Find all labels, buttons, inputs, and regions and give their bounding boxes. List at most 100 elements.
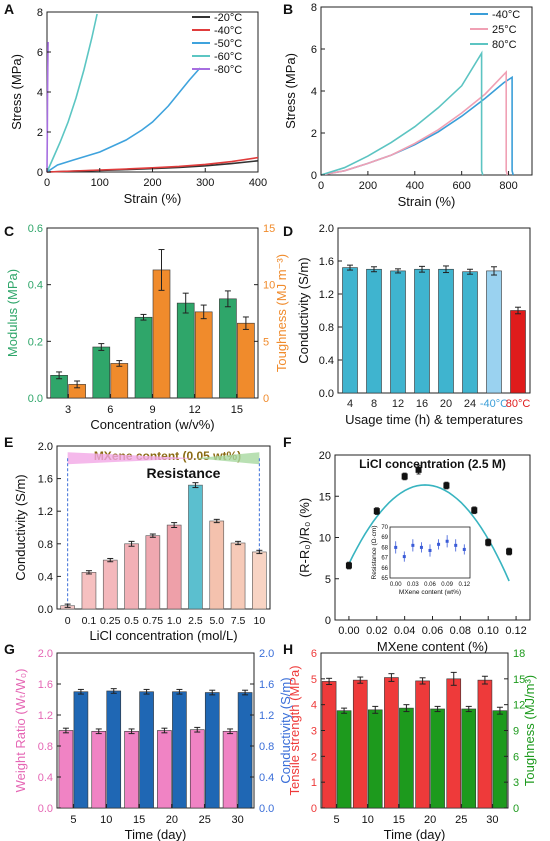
y-tick-label-H: 1 <box>311 777 317 789</box>
x-tick-label-C: 15 <box>231 404 243 416</box>
y-tick-label-G: 1.6 <box>38 679 53 691</box>
y-tick-label-D: 0.8 <box>319 322 334 334</box>
x-tick-label-E: 0.1 <box>82 615 97 627</box>
x-tick-label-G: 15 <box>133 814 145 826</box>
x-tick-label-F: 0.06 <box>422 625 443 637</box>
bar-G <box>124 730 139 809</box>
inset-x-tick-label: 0.09 <box>441 582 453 588</box>
data-point-F <box>443 482 450 489</box>
series-line-B <box>320 70 509 176</box>
x-tick-label-G: 20 <box>166 814 178 826</box>
bar-H <box>477 679 493 809</box>
y-tick-label-C: 0.0 <box>28 393 43 405</box>
y-axis-label-G: Weight Ratio (Wₜ/W₀) <box>13 669 28 793</box>
y-tick-label-C: 0.2 <box>28 336 43 348</box>
y-axis-label-H: Tensile strength (MPa) <box>287 665 302 795</box>
y-tick-label-G: 1.6 <box>259 679 274 691</box>
inset-y-label: Resistance (Ω·cm) <box>371 526 378 580</box>
plot-frame-E <box>56 445 271 610</box>
x-tick-label-E: 10 <box>254 615 266 627</box>
bar-G <box>204 692 220 809</box>
bar-G <box>73 691 89 809</box>
bar-C <box>176 302 195 399</box>
bar-E <box>145 535 161 610</box>
y-tick-label-B: 6 <box>311 44 317 56</box>
x-axis-label-H: Time (day) <box>384 827 446 841</box>
y-tick-label-H: 15 <box>513 674 525 686</box>
series-line-B <box>320 75 514 176</box>
x-tick-label-C: 12 <box>189 404 201 416</box>
y-axis-label-C: Toughness (MJ m⁻³) <box>274 254 289 372</box>
series-line-A <box>46 156 259 173</box>
inset-y-tick-label: 66 <box>381 566 388 572</box>
x-tick-label-E: 0.5 <box>124 615 139 627</box>
y-tick-label-A: 4 <box>37 87 43 99</box>
inset-point <box>394 545 398 549</box>
inset-point <box>454 543 458 547</box>
inset-y-tick-label: 67 <box>381 556 388 562</box>
x-axis-label-F: MXene content (%) <box>377 639 488 654</box>
bar-G <box>157 730 172 809</box>
bar-D <box>414 268 430 394</box>
x-tick-label-H: 30 <box>486 814 498 826</box>
x-axis-label-B: Strain (%) <box>398 194 456 209</box>
x-tick-label-C: 6 <box>107 404 113 416</box>
x-axis-label-D: Usage time (h) & temperatures <box>345 412 523 427</box>
legend-label-A: -40°C <box>214 25 242 37</box>
x-tick-label-C: 9 <box>149 404 155 416</box>
y-tick-label-C: 10 <box>263 280 275 292</box>
y-tick-label-H: 6 <box>311 648 317 660</box>
bar-E <box>188 484 203 610</box>
legend-label-A: -50°C <box>214 38 242 50</box>
bar-H <box>384 677 399 809</box>
inset-x-tick-label: 0.00 <box>390 582 402 588</box>
x-tick-label-C: 3 <box>65 404 71 416</box>
y-tick-label-F: 0 <box>325 615 331 627</box>
x-tick-label-D: 16 <box>416 398 428 410</box>
bar-D <box>390 270 406 394</box>
y-tick-label-G: 2.0 <box>259 648 274 660</box>
legend-label-A: -20°C <box>214 12 242 24</box>
y-tick-label-H: 9 <box>513 726 519 738</box>
x-tick-label-F: 0.08 <box>450 625 471 637</box>
bar-C <box>237 322 255 399</box>
y-tick-label-E: 0.4 <box>38 571 53 583</box>
bar-E <box>209 520 225 610</box>
x-tick-label-D: 8 <box>371 398 377 410</box>
bar-H <box>399 707 414 809</box>
x-tick-label-B: 0 <box>318 180 324 192</box>
y-tick-label-G: 0.0 <box>259 803 274 815</box>
y-tick-label-B: 4 <box>311 86 317 98</box>
bar-C <box>219 298 237 399</box>
y-tick-label-G: 0.4 <box>38 772 53 784</box>
data-point-F <box>415 466 422 473</box>
y-tick-label-G: 0.8 <box>259 741 274 753</box>
inset-point <box>402 555 406 559</box>
inset-point <box>462 547 466 551</box>
y-tick-label-B: 0 <box>311 170 317 182</box>
panel-letter-B: B <box>283 1 293 17</box>
resistance-wedge-right <box>195 452 260 465</box>
y-tick-label-F: 5 <box>325 574 331 586</box>
y-axis-label-F: (R-R₀)/R₀ (%) <box>297 498 312 577</box>
x-tick-label-B: 200 <box>359 180 377 192</box>
y-axis-label-A: Stress (MPa) <box>9 54 24 130</box>
inset-point <box>411 543 415 547</box>
inset-x-tick-label: 0.12 <box>458 582 470 588</box>
bar-H <box>446 678 462 809</box>
y-tick-label-G: 2.0 <box>38 648 53 660</box>
x-tick-label-G: 10 <box>100 814 112 826</box>
y-tick-label-D: 2.0 <box>319 223 334 235</box>
data-point-F <box>471 507 478 514</box>
bar-D <box>438 268 454 394</box>
x-tick-label-F: 0.10 <box>478 625 499 637</box>
x-tick-label-E: 0.25 <box>100 615 121 627</box>
legend-label-A: -60°C <box>214 51 242 63</box>
bar-H <box>461 708 477 809</box>
y-tick-label-C: 0.4 <box>28 280 43 292</box>
bar-D <box>462 271 478 394</box>
data-point-F <box>485 539 492 546</box>
y-tick-label-E: 1.2 <box>38 506 53 518</box>
bar-D <box>486 270 502 394</box>
